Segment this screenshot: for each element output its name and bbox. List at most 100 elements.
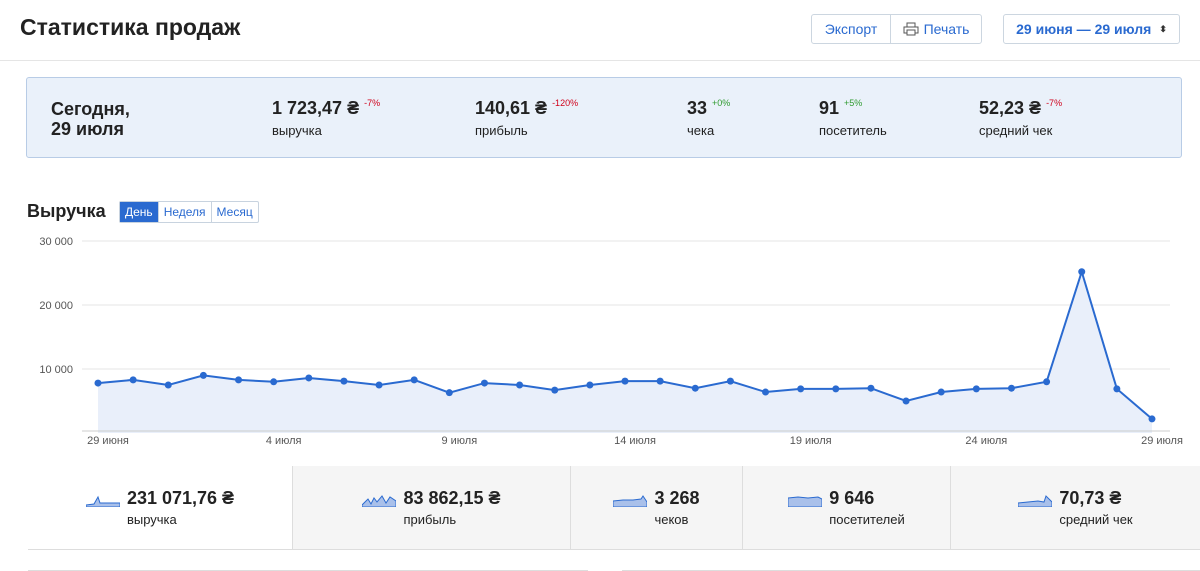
today-panel: Сегодня, 29 июля 1 723,47 ₴ -7% выручка 140,… bbox=[26, 77, 1182, 158]
stat-value: 91 bbox=[819, 98, 840, 118]
x-tick-label: 19 июля bbox=[790, 435, 832, 447]
print-button[interactable]: Печать bbox=[890, 14, 982, 44]
sparkline-icon bbox=[85, 495, 120, 507]
date-range: 29 июня — 29 июля bbox=[1016, 21, 1152, 37]
total-label: прибыль bbox=[403, 512, 457, 527]
total-label: посетителей bbox=[829, 512, 905, 527]
point bbox=[762, 388, 770, 396]
total-text: 83 862,15 ₴ прибыль bbox=[403, 488, 500, 527]
total-text: 3 268 чеков bbox=[654, 488, 699, 527]
stat-label: посетитель bbox=[819, 123, 887, 138]
point bbox=[410, 376, 418, 384]
x-tick-label: 9 июля bbox=[441, 435, 477, 447]
total-label: чеков bbox=[654, 512, 689, 527]
chart-title: Выручка bbox=[27, 201, 106, 221]
sparkline-icon bbox=[613, 494, 648, 507]
sparkline-icon bbox=[362, 494, 397, 507]
today-heading: Сегодня, 29 июля bbox=[51, 99, 130, 139]
y-tick-label: 30 000 bbox=[39, 236, 73, 248]
total-cell: 83 862,15 ₴ прибыль bbox=[292, 466, 570, 549]
total-value: 3 268 bbox=[654, 488, 700, 508]
point bbox=[270, 378, 278, 386]
stat-change: -120% bbox=[552, 98, 579, 108]
stat-line: 91 +5% bbox=[819, 98, 887, 119]
point bbox=[551, 386, 559, 394]
point bbox=[832, 385, 840, 393]
point bbox=[797, 385, 805, 393]
x-tick-label: 14 июля bbox=[614, 435, 656, 447]
stat-label: выручка bbox=[272, 123, 322, 138]
period-tab[interactable]: Месяц bbox=[210, 202, 258, 222]
stat: 91 +5% посетитель bbox=[819, 98, 887, 138]
total-cell: 231 071,76 ₴ выручка bbox=[28, 466, 292, 549]
point bbox=[164, 381, 172, 389]
point bbox=[516, 381, 524, 389]
today-label: Сегодня, bbox=[51, 99, 130, 119]
stat: 52,23 ₴ -7% средний чек bbox=[979, 98, 1062, 138]
point bbox=[94, 379, 102, 387]
total-text: 70,73 ₴ средний чек bbox=[1059, 488, 1132, 527]
page-title: Статистика продаж bbox=[20, 14, 241, 40]
divider bbox=[0, 60, 1200, 61]
total-cell: 70,73 ₴ средний чек bbox=[950, 466, 1200, 549]
stat-line: 1 723,47 ₴ -7% bbox=[272, 98, 380, 119]
divider bbox=[28, 549, 1200, 550]
x-tick-label: 24 июля bbox=[965, 435, 1007, 447]
period-tab[interactable]: День bbox=[120, 202, 158, 222]
stat-label: средний чек bbox=[979, 123, 1053, 138]
total-label: средний чек bbox=[1059, 512, 1133, 527]
stat-line: 140,61 ₴ -120% bbox=[475, 98, 578, 119]
total-value: 70,73 ₴ bbox=[1059, 488, 1122, 508]
point bbox=[375, 381, 383, 389]
point bbox=[621, 377, 629, 385]
stat-value: 52,23 ₴ bbox=[979, 98, 1042, 118]
stat-value: 33 bbox=[687, 98, 708, 118]
x-tick-label: 4 июля bbox=[266, 435, 302, 447]
point bbox=[1078, 268, 1086, 276]
point bbox=[235, 376, 243, 384]
x-tick-label: 29 июля bbox=[1141, 435, 1183, 447]
total-cell: 9 646 посетителей bbox=[742, 466, 950, 549]
date-range-select[interactable]: 29 июня — 29 июля ⬍ bbox=[1003, 14, 1180, 44]
point bbox=[445, 389, 453, 397]
point bbox=[480, 379, 488, 387]
point bbox=[656, 377, 664, 385]
chart: 10 000 20 000 30 000 29 июня 4 июля 9 июля 14 … bbox=[39, 236, 1183, 447]
sparkline-icon bbox=[1018, 494, 1053, 507]
y-tick-label: 20 000 bbox=[39, 300, 73, 312]
total-text: 9 646 посетителей bbox=[829, 488, 904, 527]
period-tab[interactable]: Неделя bbox=[157, 202, 211, 222]
total-value: 231 071,76 ₴ bbox=[126, 488, 235, 508]
stat: 140,61 ₴ -120% прибыль bbox=[475, 98, 578, 138]
stat-value: 1 723,47 ₴ bbox=[272, 98, 360, 118]
stat-change: -7% bbox=[1046, 98, 1063, 108]
print-icon bbox=[903, 22, 919, 36]
point bbox=[902, 397, 910, 405]
point bbox=[691, 384, 699, 392]
point bbox=[1148, 415, 1156, 423]
point bbox=[129, 376, 137, 384]
point bbox=[305, 374, 313, 382]
point bbox=[1007, 384, 1015, 392]
stat: 33 +0% чека bbox=[687, 98, 730, 138]
period-tabs: День Неделя Месяц bbox=[119, 201, 259, 223]
stat-line: 52,23 ₴ -7% bbox=[979, 98, 1062, 119]
stat-value: 140,61 ₴ bbox=[475, 98, 548, 118]
point bbox=[1043, 378, 1051, 386]
stat-change: +0% bbox=[712, 98, 731, 108]
total-text: 231 071,76 ₴ выручка bbox=[127, 488, 234, 527]
point bbox=[340, 377, 348, 385]
today-date: 29 июля bbox=[51, 119, 124, 139]
point bbox=[937, 388, 945, 396]
export-button[interactable]: Экспорт bbox=[811, 14, 891, 44]
total-value: 83 862,15 ₴ bbox=[403, 488, 501, 508]
point bbox=[726, 377, 734, 385]
area bbox=[98, 271, 1152, 433]
stat-change: +5% bbox=[844, 98, 863, 108]
stat: 1 723,47 ₴ -7% выручка bbox=[272, 98, 380, 138]
total-value: 9 646 bbox=[829, 488, 875, 508]
print-label: Печать bbox=[923, 21, 970, 37]
point bbox=[586, 381, 594, 389]
stat-label: прибыль bbox=[475, 123, 528, 138]
